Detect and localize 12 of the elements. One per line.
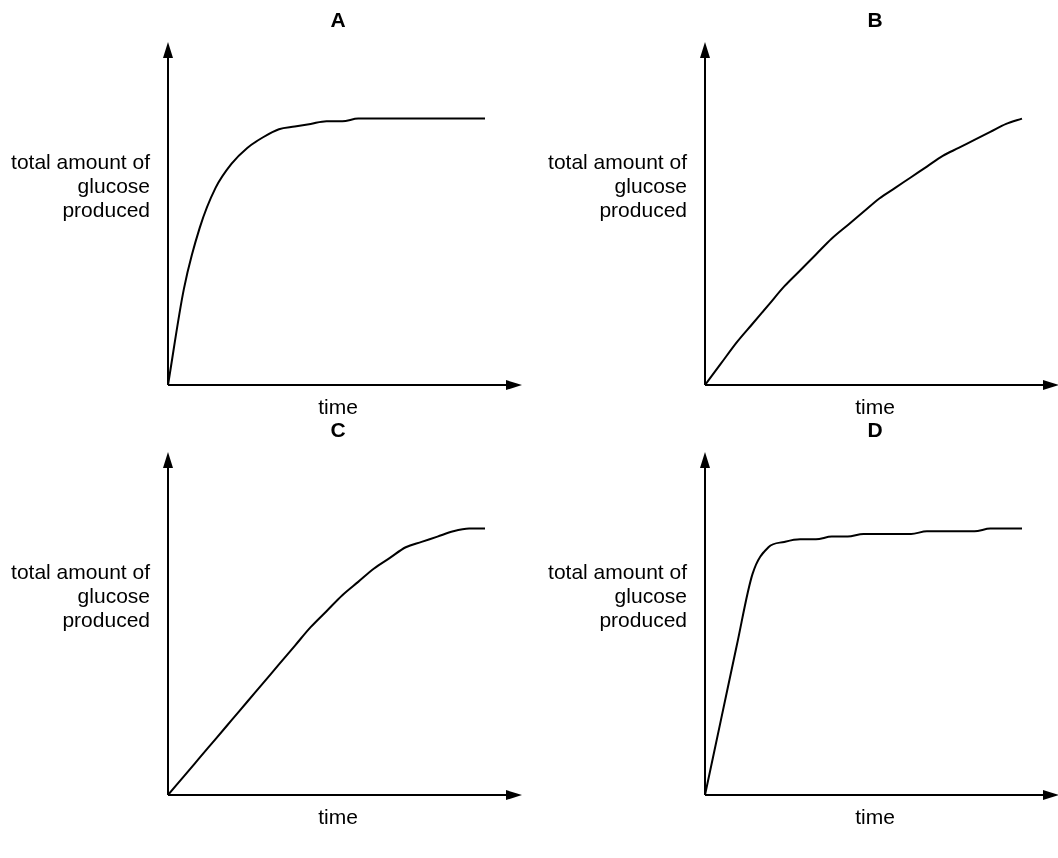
x-axis-title: time — [317, 805, 359, 829]
y-axis-title: total amount of glucose produced — [547, 150, 687, 222]
chart-title: C — [329, 418, 347, 442]
chart-title: A — [329, 8, 347, 32]
x-axis-title: time — [854, 805, 896, 829]
y-axis-title: total amount of glucose produced — [10, 560, 150, 632]
chart-title: B — [866, 8, 884, 32]
y-axis-title: total amount of glucose produced — [547, 560, 687, 632]
y-axis-title: total amount of glucose produced — [10, 150, 150, 222]
x-axis-title: time — [317, 395, 359, 419]
chart-title: D — [866, 418, 884, 442]
x-axis-title: time — [854, 395, 896, 419]
